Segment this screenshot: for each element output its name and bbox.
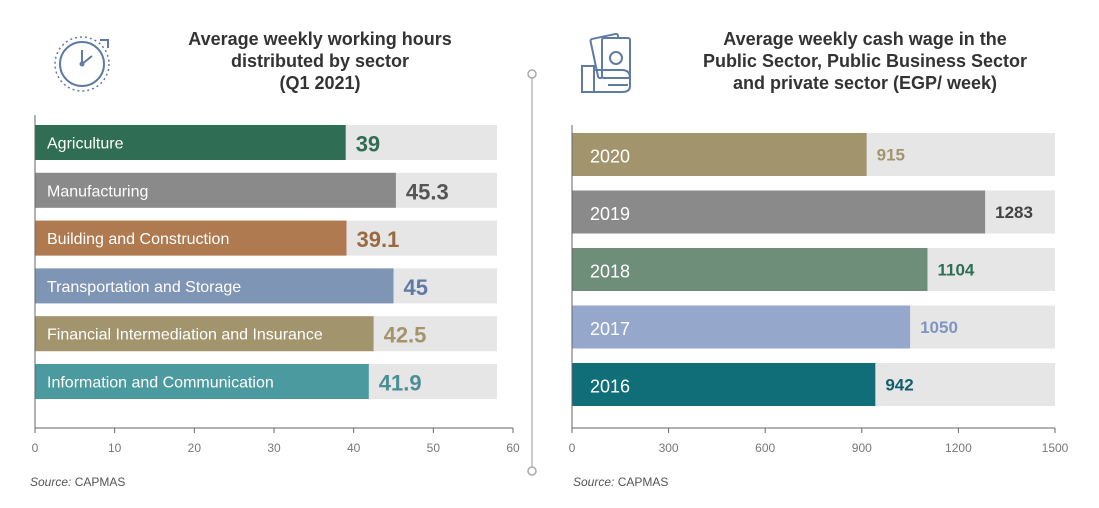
wage-bar	[572, 190, 986, 234]
hours-category-label: Agriculture	[47, 136, 124, 153]
hours-category-label: Building and Construction	[47, 231, 229, 248]
wage-category-label: 2016	[590, 377, 630, 397]
wage-category-label: 2020	[590, 147, 630, 167]
wage-value-label: 915	[877, 146, 905, 165]
wage-tick-label: 1500	[1042, 441, 1069, 455]
working-hours-chart: Agriculture 39 Manufacturing 45.3 Building a…	[32, 115, 520, 455]
hours-value-label: 41.9	[379, 371, 422, 396]
hours-value-label: 45	[404, 275, 428, 300]
wage-value-label: 1283	[995, 203, 1033, 222]
hours-value-label: 39	[356, 132, 380, 157]
hours-bar	[35, 364, 369, 399]
left-source: Source: CAPMAS	[30, 475, 126, 489]
hours-tick-label: 60	[506, 441, 520, 455]
wage-bar	[572, 133, 867, 176]
wage-value-label: 942	[885, 376, 913, 395]
cash-wage-chart: 2020 915 2019 1283 2018 1104 2017 1050 2016 942 0 3…	[569, 125, 1069, 455]
wage-category-label: 2018	[590, 262, 630, 282]
hours-category-label: Transportation and Storage	[47, 279, 241, 296]
hours-tick-label: 10	[108, 441, 122, 455]
hours-bar	[35, 125, 346, 160]
hours-value-label: 42.5	[384, 323, 427, 348]
hours-category-label: Financial Intermediation and Insurance	[47, 327, 323, 344]
money-hand-icon	[581, 32, 631, 93]
hours-value-label: 45.3	[406, 179, 449, 204]
left-chart-title: Average weekly working hours distributed…	[188, 29, 452, 93]
clock-icon	[54, 36, 110, 92]
hours-tick-label: 40	[347, 441, 361, 455]
hours-bar	[35, 268, 394, 304]
hours-tick-label: 30	[267, 441, 281, 455]
wage-tick-label: 0	[569, 441, 576, 455]
wage-value-label: 1050	[920, 318, 958, 337]
wage-tick-label: 1200	[945, 441, 972, 455]
wage-tick-label: 900	[852, 441, 872, 455]
wage-category-label: 2019	[590, 204, 630, 224]
hours-value-label: 39.1	[356, 227, 399, 252]
wage-bar	[572, 363, 876, 406]
hours-tick-label: 20	[188, 441, 202, 455]
wage-category-label: 2017	[590, 319, 630, 339]
hours-bar	[35, 316, 374, 352]
wage-bar	[572, 248, 928, 291]
hours-bar	[35, 220, 347, 256]
hours-category-label: Information and Communication	[47, 375, 274, 392]
right-source: Source: CAPMAS	[573, 475, 669, 489]
hours-tick-label: 0	[32, 441, 39, 455]
hours-tick-label: 50	[427, 441, 441, 455]
hours-bar	[35, 172, 396, 208]
wage-bar	[572, 305, 911, 349]
panel-divider	[527, 69, 537, 476]
right-chart-title: Average weekly cash wage in the Public S…	[702, 29, 1028, 93]
wage-value-label: 1104	[937, 261, 974, 280]
wage-tick-label: 300	[659, 441, 679, 455]
wage-tick-label: 600	[755, 441, 775, 455]
hours-category-label: Manufacturing	[47, 183, 148, 200]
